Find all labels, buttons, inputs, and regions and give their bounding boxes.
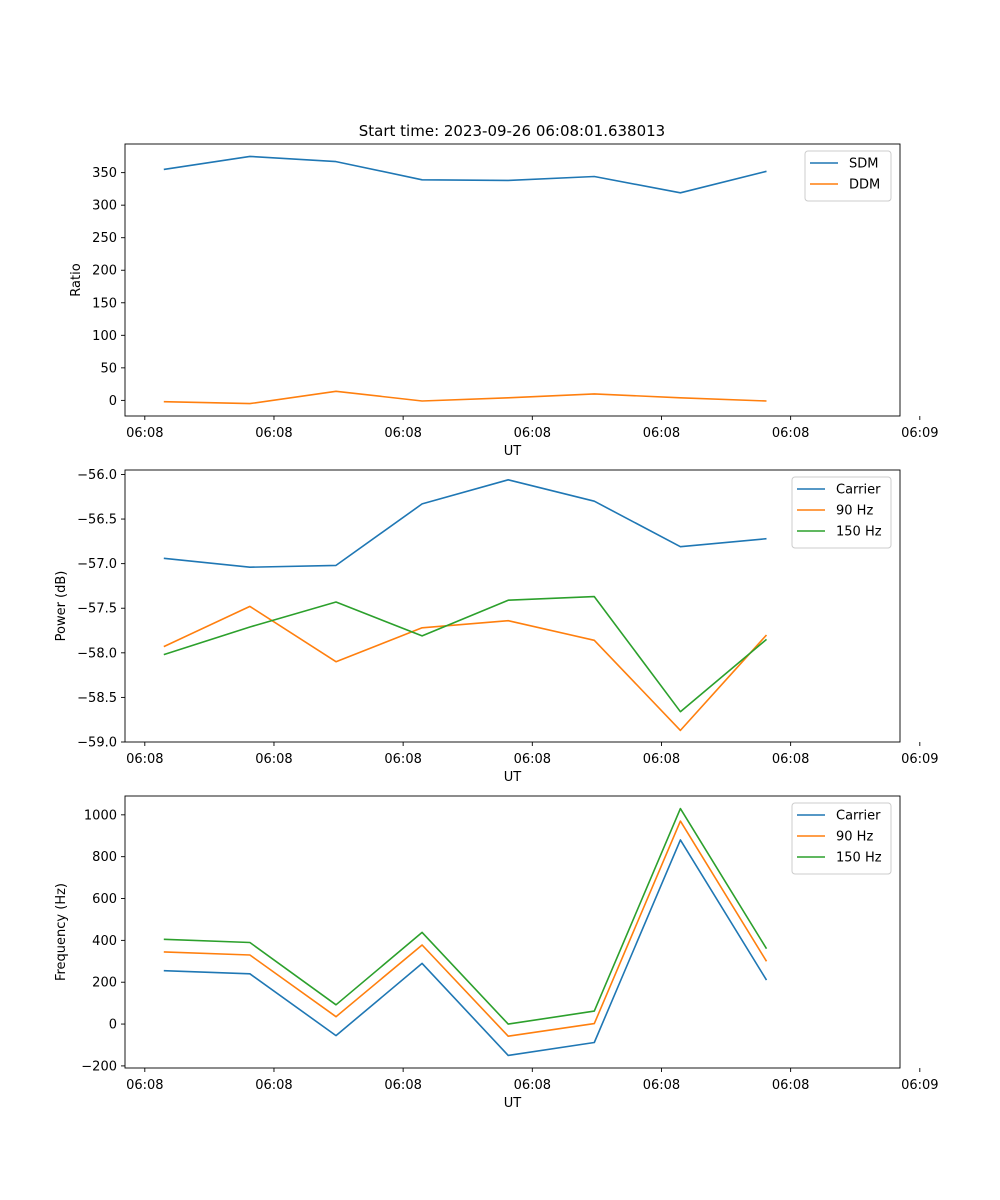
legend-label-carrier: Carrier xyxy=(836,483,881,498)
y-tick-label: −56.0 xyxy=(77,468,117,483)
y-tick-label: 50 xyxy=(100,361,117,376)
series-line-ddm xyxy=(163,390,767,405)
legend-label-sdm: SDM xyxy=(849,157,878,172)
x-tick-label: 06:08 xyxy=(126,1078,163,1093)
chart-panel-2: −59.0 −58.5 −58.0 −57.5 −57.0 −56.5 −56.0 06:08… xyxy=(54,468,939,785)
x-tick-label: 06:08 xyxy=(255,426,292,441)
y-tick-label: 150 xyxy=(92,296,117,311)
x-tick-label: 06:08 xyxy=(772,1078,809,1093)
y-axis-label: Power (dB) xyxy=(54,571,69,642)
y-tick-label: 400 xyxy=(92,934,117,949)
y-tick-label: 0 xyxy=(109,1018,117,1033)
series-line-carrier xyxy=(163,839,768,1057)
y-tick-label: 100 xyxy=(92,329,117,344)
x-tick-label: 06:08 xyxy=(126,752,163,767)
legend-label-90-hz: 90 Hz xyxy=(836,830,873,845)
axes-frame xyxy=(124,795,901,1069)
legend-label-150-hz: 150 Hz xyxy=(836,851,882,866)
x-axis-label: UT xyxy=(504,444,522,459)
x-tick-label: 06:08 xyxy=(384,1078,421,1093)
charts-container: 0 50 100 150 200 250 300 350 06:08 06:08 06:08 06:0… xyxy=(54,143,939,1111)
y-tick-label: −200 xyxy=(81,1059,117,1074)
x-tick-label: 06:09 xyxy=(901,1078,938,1093)
x-tick-label: 06:09 xyxy=(901,426,938,441)
series-line-150-hz xyxy=(163,595,768,713)
x-axis-label: UT xyxy=(504,1096,522,1111)
y-tick-label: 250 xyxy=(92,231,117,246)
x-tick-label: 06:08 xyxy=(643,1078,680,1093)
axes-frame xyxy=(124,143,901,417)
legend: Carrier 90 Hz 150 Hz xyxy=(791,476,892,549)
x-tick-label: 06:08 xyxy=(384,752,421,767)
y-tick-label: −58.5 xyxy=(77,691,117,706)
x-tick-label: 06:08 xyxy=(643,752,680,767)
legend: Carrier 90 Hz 150 Hz xyxy=(791,802,892,875)
y-tick-label: −58.0 xyxy=(77,646,117,661)
x-tick-label: 06:08 xyxy=(255,752,292,767)
x-tick-label: 06:08 xyxy=(772,426,809,441)
axes-frame xyxy=(124,469,901,743)
y-axis-label: Ratio xyxy=(69,263,84,296)
x-tick-label: 06:08 xyxy=(384,426,421,441)
y-tick-label: −56.5 xyxy=(77,513,117,528)
y-axis-label: Frequency (Hz) xyxy=(54,883,69,981)
series-line-sdm xyxy=(163,155,767,194)
x-tick-label: 06:08 xyxy=(514,752,551,767)
y-tick-label: −57.5 xyxy=(77,602,117,617)
legend-label-ddm: DDM xyxy=(849,178,880,193)
series-line-150-hz xyxy=(163,807,768,1025)
y-tick-label: 600 xyxy=(92,892,117,907)
y-tick-label: 1000 xyxy=(84,808,117,823)
x-tick-label: 06:08 xyxy=(643,426,680,441)
y-tick-label: 200 xyxy=(92,976,117,991)
x-tick-label: 06:08 xyxy=(514,426,551,441)
y-tick-label: −57.0 xyxy=(77,557,117,572)
y-tick-label: 0 xyxy=(109,394,117,409)
y-tick-label: 300 xyxy=(92,199,117,214)
series-line-carrier xyxy=(163,478,767,569)
legend: SDM DDM xyxy=(804,150,892,202)
figure-title: Start time: 2023-09-26 06:08:01.638013 xyxy=(359,122,665,140)
series-line-90-hz xyxy=(163,820,768,1037)
series-line-90-hz xyxy=(163,605,768,732)
y-tick-label: 200 xyxy=(92,264,117,279)
x-tick-label: 06:08 xyxy=(514,1078,551,1093)
legend-label-carrier: Carrier xyxy=(836,809,881,824)
legend-label-150-hz: 150 Hz xyxy=(836,525,882,540)
y-tick-label: 800 xyxy=(92,850,117,865)
x-tick-label: 06:09 xyxy=(901,752,938,767)
chart-panel-3: −200 0 200 400 600 800 1000 06:08 06:08 06:08 06:0… xyxy=(54,795,939,1111)
x-axis-label: UT xyxy=(504,770,522,785)
legend-label-90-hz: 90 Hz xyxy=(836,504,873,519)
y-tick-label: −59.0 xyxy=(77,736,117,751)
x-tick-label: 06:08 xyxy=(255,1078,292,1093)
chart-panel-1: 0 50 100 150 200 250 300 350 06:08 06:08 06:08 06:0… xyxy=(69,143,939,459)
y-tick-label: 350 xyxy=(92,166,117,181)
x-tick-label: 06:08 xyxy=(126,426,163,441)
x-tick-label: 06:08 xyxy=(772,752,809,767)
